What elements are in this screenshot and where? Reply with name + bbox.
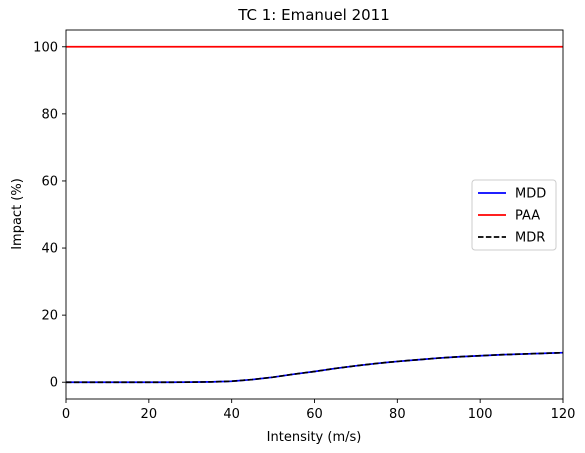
y-tick-label: 100 — [33, 40, 58, 55]
x-axis: 0 20 40 60 80 100 120 — [62, 399, 576, 422]
x-tick-label: 0 — [62, 407, 70, 422]
y-tick-label: 20 — [41, 309, 58, 324]
x-axis-label: Intensity (m/s) — [267, 430, 362, 445]
x-tick-label: 80 — [389, 407, 406, 422]
legend: MDD PAA MDR — [471, 179, 557, 251]
y-axis: 0 20 40 60 80 100 — [33, 40, 66, 391]
x-tick-label: 40 — [223, 407, 240, 422]
legend-label-paa: PAA — [515, 209, 540, 224]
legend-box — [471, 179, 557, 251]
y-axis-label: Impact (%) — [10, 178, 25, 250]
x-tick-label: 120 — [551, 407, 576, 422]
y-tick-label: 0 — [50, 376, 58, 391]
y-tick-label: 60 — [41, 174, 58, 189]
x-tick-label: 20 — [141, 407, 158, 422]
legend-label-mdd: MDD — [515, 187, 546, 202]
y-tick-label: 40 — [41, 242, 58, 257]
series-line-mdd — [66, 351, 563, 384]
x-tick-label: 100 — [468, 407, 493, 422]
series-line-mdr — [66, 351, 563, 384]
x-tick-label: 60 — [306, 407, 323, 422]
y-tick-label: 80 — [41, 107, 58, 122]
legend-label-mdr: MDR — [515, 231, 545, 246]
chart-title: TC 1: Emanuel 2011 — [237, 6, 390, 24]
